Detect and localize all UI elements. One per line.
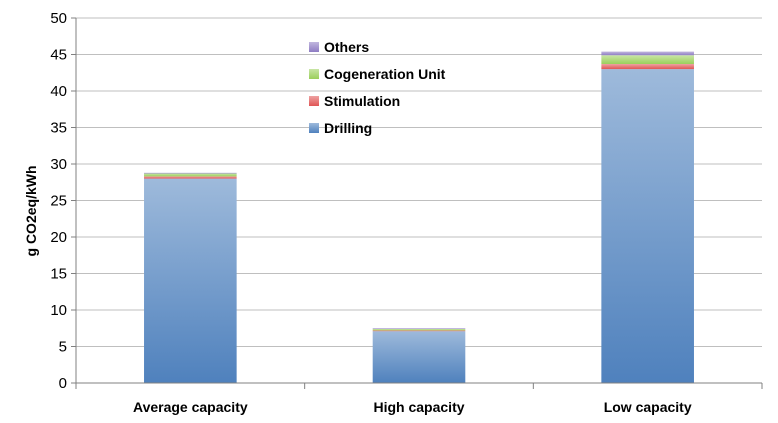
bar-cogeneration-unit-0 <box>144 173 237 177</box>
legend-label-drilling: Drilling <box>324 120 372 136</box>
legend-swatch-cogeneration-unit <box>309 69 319 79</box>
y-tick-label-45: 45 <box>50 47 67 64</box>
bar-cogeneration-unit-2 <box>601 55 694 64</box>
legend-swatch-stimulation <box>309 96 319 106</box>
bars <box>144 51 694 383</box>
legend-swatch-drilling <box>309 123 319 133</box>
y-axis-title: g CO2eq/kWh <box>23 165 39 256</box>
x-category-label-2: Low capacity <box>604 399 692 415</box>
y-tick-label-10: 10 <box>50 302 67 319</box>
bar-stimulation-1 <box>372 330 466 332</box>
bar-others-0 <box>144 172 237 174</box>
axes <box>71 17 763 389</box>
legend-label-others: Others <box>324 39 369 55</box>
y-tick-label-0: 0 <box>59 375 67 392</box>
bar-others-1 <box>372 328 466 329</box>
x-category-labels: Average capacity High capacity Low capacit… <box>133 399 692 415</box>
y-tick-labels: 0 5 10 15 20 25 30 35 40 45 50 <box>50 10 67 392</box>
y-tick-label-5: 5 <box>59 339 67 356</box>
y-tick-label-40: 40 <box>50 83 67 100</box>
legend-swatch-others <box>309 42 319 52</box>
y-tick-label-20: 20 <box>50 229 67 246</box>
bar-drilling-0 <box>144 178 237 383</box>
y-tick-label-15: 15 <box>50 266 67 283</box>
bar-stimulation-0 <box>144 176 237 179</box>
x-category-label-0: Average capacity <box>133 399 248 415</box>
bar-drilling-2 <box>601 69 694 383</box>
legend-label-cogeneration-unit: Cogeneration Unit <box>324 66 446 82</box>
bar-others-2 <box>601 51 694 56</box>
bar-stimulation-2 <box>601 63 694 70</box>
x-category-label-1: High capacity <box>373 399 464 415</box>
legend: Others Cogeneration Unit Stimulation Drilli… <box>309 39 446 136</box>
legend-label-stimulation: Stimulation <box>324 93 400 109</box>
y-tick-label-25: 25 <box>50 193 67 210</box>
y-tick-label-30: 30 <box>50 156 67 173</box>
y-tick-label-35: 35 <box>50 120 67 137</box>
bar-cogeneration-unit-1 <box>372 328 466 331</box>
bar-drilling-1 <box>372 331 466 383</box>
y-tick-label-50: 50 <box>50 10 67 27</box>
